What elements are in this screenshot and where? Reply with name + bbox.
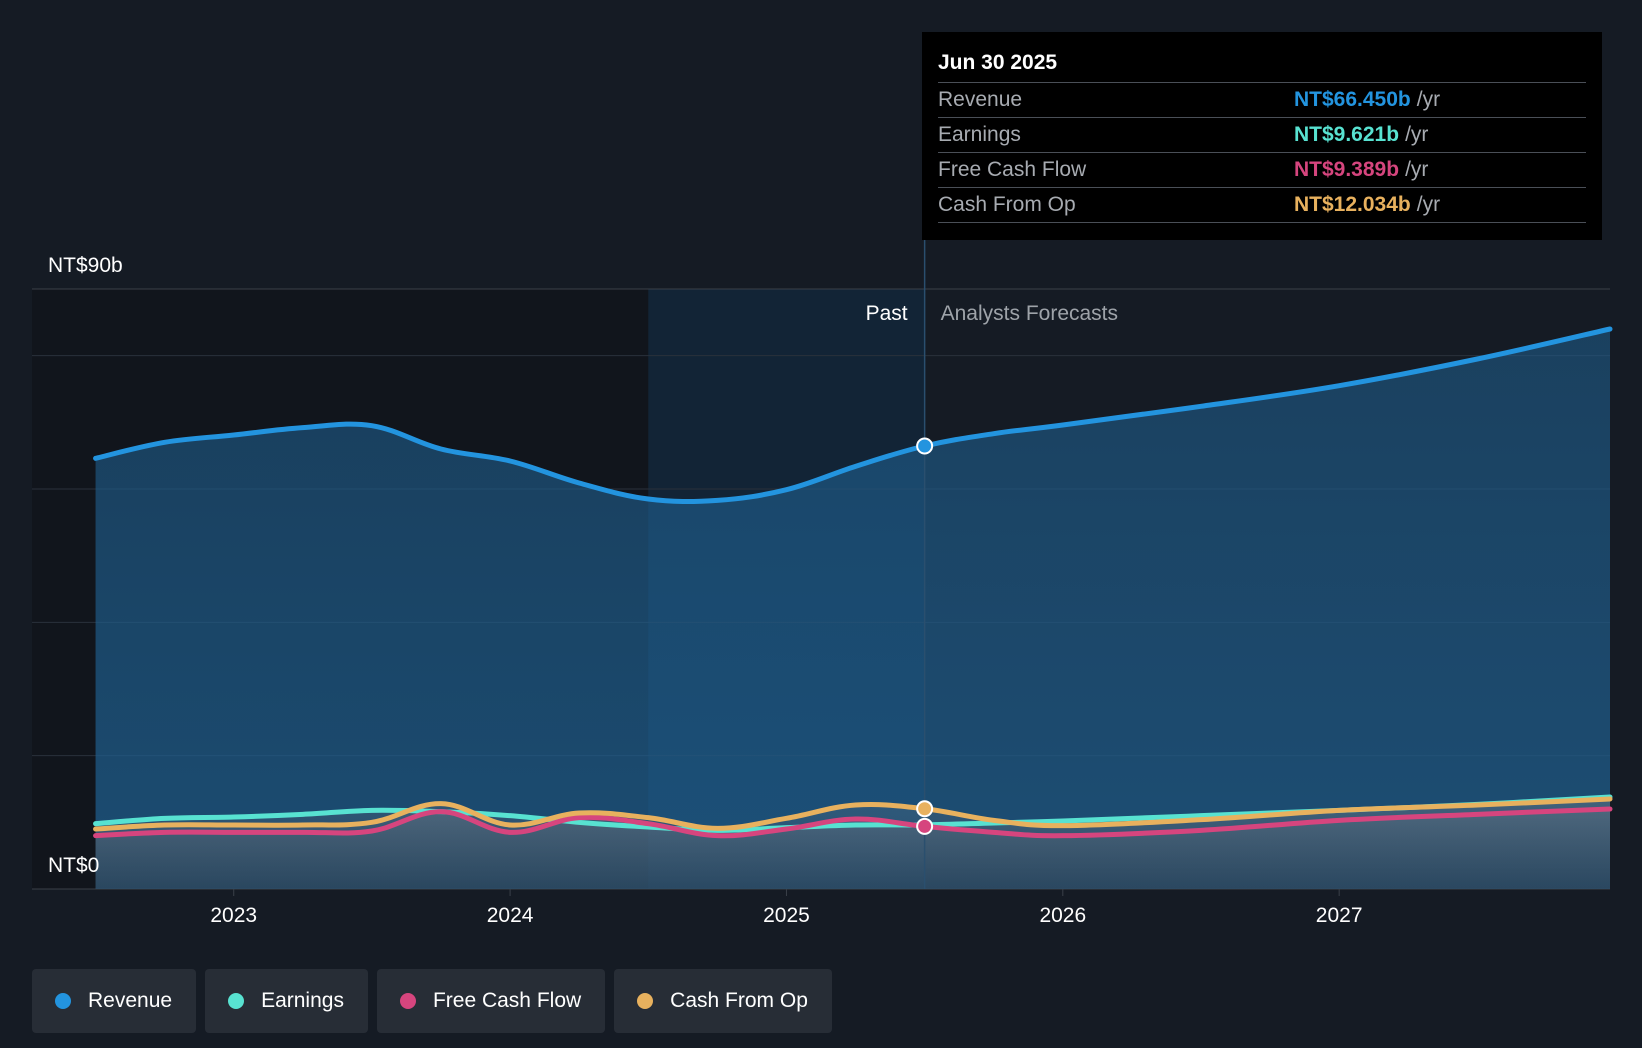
cash-from-op-point <box>916 800 934 818</box>
legend-item-revenue[interactable]: Revenue <box>32 969 197 1033</box>
tooltip-label: Revenue <box>938 88 1023 111</box>
tooltip-unit: /yr <box>1405 123 1429 146</box>
x-tick-label: 2025 <box>763 904 810 927</box>
tooltip-value: NT$66.450b <box>1294 88 1411 111</box>
legend: Revenue Earnings Free Cash Flow Cash Fro… <box>32 969 832 1033</box>
tooltip-label: Cash From Op <box>938 193 1076 216</box>
tooltip-unit: /yr <box>1416 88 1441 111</box>
legend-dot-icon <box>637 993 654 1009</box>
x-tick-label: 2026 <box>1039 904 1086 927</box>
legend-item-cash-from-op[interactable]: Cash From Op <box>614 969 832 1033</box>
tooltip-row-earnings: Earnings NT$9.621b /yr <box>938 117 1586 152</box>
free-cash-flow-line <box>93 806 1613 839</box>
legend-item-earnings[interactable]: Earnings <box>205 969 368 1033</box>
tooltip-unit: /yr <box>1416 193 1441 216</box>
x-tick-label: 2027 <box>1316 904 1363 927</box>
legend-label: Earnings <box>261 989 344 1012</box>
revenue-line <box>93 326 1613 504</box>
legend-label: Cash From Op <box>670 989 808 1012</box>
legend-dot-icon <box>228 993 245 1009</box>
tooltip-row-revenue: Revenue NT$66.450b /yr <box>938 82 1586 117</box>
past-label: Past <box>866 302 908 325</box>
free-cash-flow-point <box>916 817 934 835</box>
tooltip-row-free-cash-flow: Free Cash Flow NT$9.389b /yr <box>938 152 1586 187</box>
legend-dot-icon <box>55 993 71 1009</box>
revenue-point <box>916 437 934 455</box>
x-tick-label: 2023 <box>210 904 257 927</box>
tooltip-date: Jun 30 2025 <box>938 51 1058 74</box>
y-label-top: NT$90b <box>48 254 123 277</box>
tooltip-row-cash-from-op: Cash From Op NT$12.034b /yr <box>938 187 1586 223</box>
tooltip-value: NT$9.621b <box>1294 123 1400 146</box>
legend-dot-icon <box>399 993 416 1009</box>
legend-item-free-cash-flow[interactable]: Free Cash Flow <box>376 969 606 1033</box>
tooltip: Jun 30 2025 Revenue NT$66.450b /yr Earni… <box>922 32 1602 240</box>
tooltip-value: NT$9.389b <box>1294 158 1400 181</box>
legend-label: Free Cash Flow <box>432 989 582 1012</box>
tooltip-label: Earnings <box>938 123 1021 146</box>
x-tick-label: 2024 <box>487 904 534 927</box>
legend-label: Revenue <box>88 989 173 1012</box>
tooltip-unit: /yr <box>1405 158 1429 181</box>
tooltip-label: Free Cash Flow <box>938 158 1087 181</box>
forecast-label: Analysts Forecasts <box>941 302 1118 325</box>
revenue-area <box>95 329 1611 889</box>
y-label-bottom: NT$0 <box>48 854 99 877</box>
cash-from-op-line <box>93 796 1613 832</box>
tooltip-value: NT$12.034b <box>1294 193 1411 216</box>
